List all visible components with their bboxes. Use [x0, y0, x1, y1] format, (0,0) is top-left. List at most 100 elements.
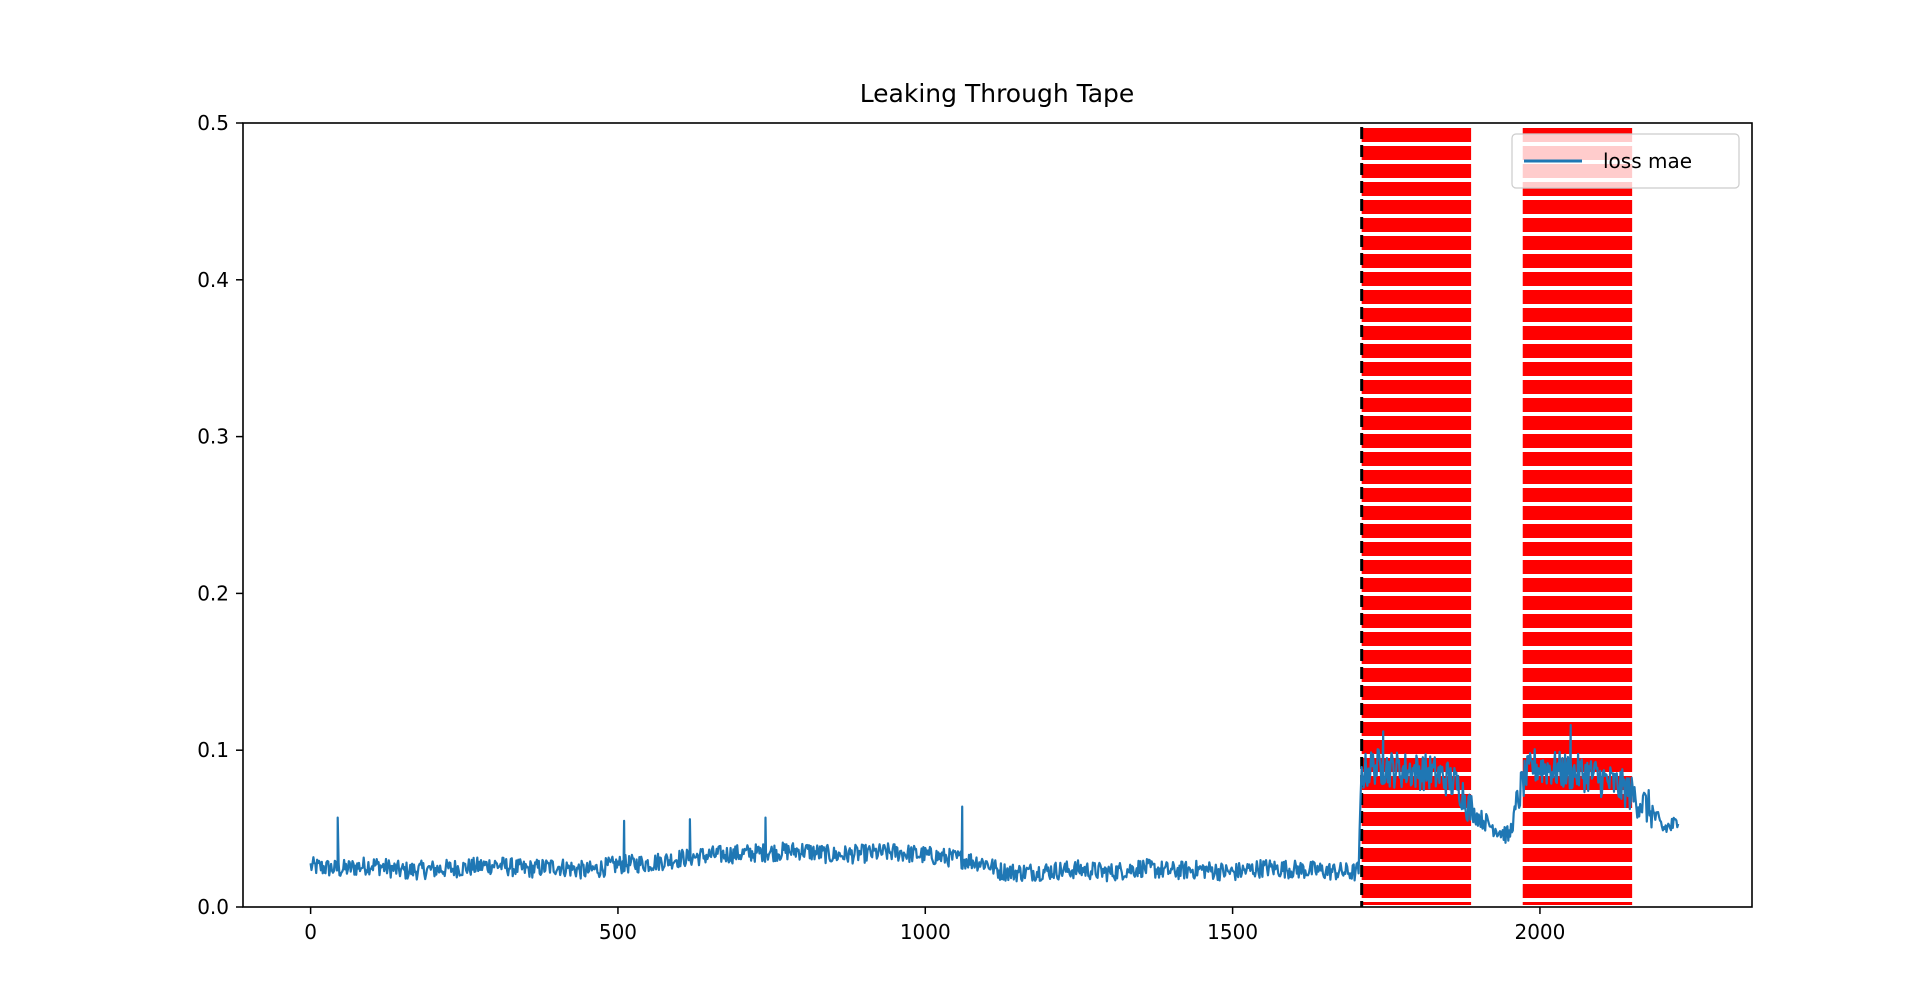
anomaly-region-1-stripe [1361, 272, 1472, 286]
anomaly-region-1-stripe [1361, 146, 1472, 160]
anomaly-region-1-stripe [1361, 326, 1472, 340]
anomaly-region-2-stripe [1522, 794, 1633, 808]
anomaly-region-1-stripe [1361, 650, 1472, 664]
series-line-loss-mae [309, 724, 1680, 883]
anomaly-region-1-stripe [1361, 308, 1472, 322]
anomaly-region-1-stripe [1361, 236, 1472, 250]
x-tick-label: 0 [304, 920, 317, 944]
anomaly-region-1-stripe [1361, 362, 1472, 376]
x-tick-label: 500 [599, 920, 637, 944]
anomaly-region-2-stripe [1522, 632, 1633, 646]
anomaly-region-2-stripe [1522, 434, 1633, 448]
anomaly-region-1-stripe [1361, 542, 1472, 556]
anomaly-region-1-stripe [1361, 812, 1472, 826]
anomaly-region-2-stripe [1522, 686, 1633, 700]
y-tick-label: 0.4 [197, 268, 229, 292]
anomaly-region-2-stripe [1522, 218, 1633, 232]
anomaly-region-2-stripe [1522, 596, 1633, 610]
anomaly-region-2-stripe [1522, 362, 1633, 376]
anomaly-region-1-stripe [1361, 614, 1472, 628]
anomaly-region-2-stripe [1522, 704, 1633, 718]
anomaly-region-1-stripe [1361, 686, 1472, 700]
anomaly-region-1-stripe [1361, 164, 1472, 178]
anomaly-region-1-stripe [1361, 848, 1472, 862]
anomaly-region-2-stripe [1522, 722, 1633, 736]
anomaly-region-1-stripe [1361, 704, 1472, 718]
anomaly-region-2-stripe [1522, 650, 1633, 664]
anomaly-region-1-stripe [1361, 596, 1472, 610]
anomaly-region-2-stripe [1522, 416, 1633, 430]
anomaly-region-1-stripe [1361, 524, 1472, 538]
anomaly-region-2-stripe [1522, 830, 1633, 844]
anomaly-region-1-stripe [1361, 416, 1472, 430]
anomaly-region-2-stripe [1522, 488, 1633, 502]
anomaly-region-1-stripe [1361, 830, 1472, 844]
anomaly-region-2-stripe [1522, 866, 1633, 880]
axis-ticks: 0 500 1000 1500 2000 0.0 0.1 0.2 0.3 0.4 0.5 [197, 111, 1565, 944]
y-tick-label: 0.1 [197, 738, 229, 762]
anomaly-region-2-stripe [1522, 542, 1633, 556]
chart-title: Leaking Through Tape [860, 79, 1135, 108]
anomaly-region-2-stripe [1522, 200, 1633, 214]
anomaly-region-2-stripe [1522, 578, 1633, 592]
anomaly-region-1-stripe [1361, 254, 1472, 268]
legend: loss mae [1511, 133, 1740, 189]
plot-area [309, 127, 1680, 907]
anomaly-region-1-stripe [1361, 488, 1472, 502]
anomaly-region-1-stripe [1361, 128, 1472, 142]
anomaly-region-2-stripe [1522, 524, 1633, 538]
anomaly-region-1-stripe [1361, 398, 1472, 412]
anomaly-region-2-stripe [1522, 470, 1633, 484]
x-tick-label: 1500 [1207, 920, 1258, 944]
y-tick-label: 0.0 [197, 895, 229, 919]
anomaly-region-2-stripe [1522, 398, 1633, 412]
anomaly-region-2-stripe [1522, 344, 1633, 358]
anomaly-region-2-stripe [1522, 380, 1633, 394]
anomaly-region-1-stripe [1361, 218, 1472, 232]
anomaly-region-2-stripe [1522, 812, 1633, 826]
y-tick-label: 0.3 [197, 425, 229, 449]
anomaly-region-1-stripe [1361, 506, 1472, 520]
anomaly-region-1-stripe [1361, 290, 1472, 304]
anomaly-region-2-stripe [1522, 902, 1633, 905]
legend-box [1511, 133, 1740, 189]
anomaly-region-1-stripe [1361, 668, 1472, 682]
anomaly-region-1-stripe [1361, 866, 1472, 880]
anomaly-region-1-stripe [1361, 470, 1472, 484]
anomaly-region-2-stripe [1522, 884, 1633, 898]
anomaly-region-2-stripe [1522, 614, 1633, 628]
anomaly-region-1-stripe [1361, 182, 1472, 196]
anomaly-region-1-stripe [1361, 200, 1472, 214]
anomaly-region-1-stripe [1361, 434, 1472, 448]
anomaly-region-2-stripe [1522, 560, 1633, 574]
anomaly-region-2-stripe [1522, 848, 1633, 862]
anomaly-region-2-stripe [1522, 452, 1633, 466]
axes-frame [242, 122, 1753, 908]
anomaly-region-2-stripe [1522, 326, 1633, 340]
legend-label-loss-mae: loss mae [1603, 149, 1692, 173]
anomaly-region-2-stripe [1522, 272, 1633, 286]
anomaly-region-1-stripe [1361, 722, 1472, 736]
anomaly-region-1-stripe [1361, 794, 1472, 808]
anomaly-region-2-stripe [1522, 308, 1633, 322]
anomaly-region-1-stripe [1361, 452, 1472, 466]
x-tick-label: 1000 [900, 920, 951, 944]
anomaly-region-2-stripe [1522, 740, 1633, 754]
anomaly-region-1-stripe [1361, 740, 1472, 754]
y-tick-label: 0.5 [197, 111, 229, 135]
anomaly-region-1-stripe [1361, 380, 1472, 394]
anomaly-region-1-stripe [1361, 902, 1472, 905]
anomaly-region-1-stripe [1361, 344, 1472, 358]
anomaly-region-1-stripe [1361, 560, 1472, 574]
x-tick-label: 2000 [1514, 920, 1565, 944]
y-tick-label: 0.2 [197, 581, 229, 605]
anomaly-region-2-stripe [1522, 290, 1633, 304]
anomaly-region-1-stripe [1361, 884, 1472, 898]
anomaly-region-2-stripe [1522, 506, 1633, 520]
anomaly-region-1-stripe [1361, 578, 1472, 592]
anomaly-region-1-stripe [1361, 632, 1472, 646]
anomaly-region-2-stripe [1522, 668, 1633, 682]
anomaly-region-2-stripe [1522, 236, 1633, 250]
